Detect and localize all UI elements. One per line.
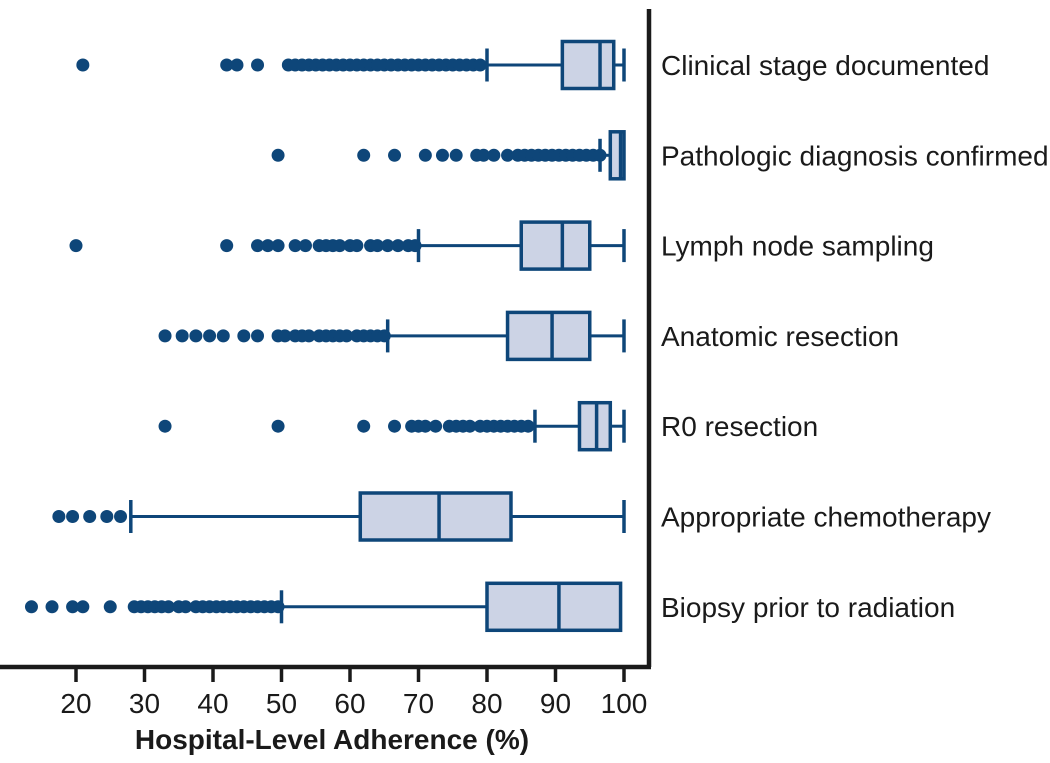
outlier-dot [76,58,90,72]
outlier-dot [333,239,347,253]
box-row: Pathologic diagnosis confirmed [271,130,1049,181]
outlier-dot [251,329,265,343]
outlier-dot [521,419,535,433]
category-label: Lymph node sampling [661,231,934,262]
outlier-dot [435,148,449,162]
iqr-box [358,491,513,542]
outlier-dot [251,239,265,253]
outlier-dot [391,239,405,253]
outlier-dot [251,58,265,72]
iqr-box [560,39,616,91]
box-rows: Clinical stage documented Pathologic diag… [24,39,1049,633]
outlier-dot [158,329,172,343]
box-row: Biopsy prior to radiation [24,581,955,633]
outlier-dot [76,600,90,614]
outlier-dot [103,600,117,614]
x-tick-label: 30 [129,688,160,719]
outlier-dot [302,329,316,343]
outlier-dot [69,239,83,253]
outlier-dot [271,600,285,614]
outlier-dot [189,329,203,343]
outlier-dot [381,239,395,253]
x-tick-label: 50 [266,688,297,719]
outlier-dot [216,329,230,343]
outlier-dot [230,58,244,72]
outlier-dot [418,148,432,162]
outlier-dot [158,419,172,433]
outlier-dot [298,239,312,253]
outlier-dot [370,239,384,253]
axes: 20 30 40 50 60 70 80 90 100 [0,9,652,719]
outlier-dot [161,600,175,614]
outlier-dot [429,419,443,433]
category-label: R0 resection [661,411,818,442]
outlier-dot [357,148,371,162]
outlier-dot [463,419,477,433]
outlier-dot [271,419,285,433]
outlier-dot [24,600,38,614]
outlier-dot [357,419,371,433]
outlier-dot [220,58,234,72]
outlier-dot [593,148,607,162]
box-row: Lymph node sampling [69,220,934,271]
x-tick-label: 60 [334,688,365,719]
outlier-dot [377,329,391,343]
outlier-dot [271,239,285,253]
x-tick-label: 20 [60,688,91,719]
outlier-dot [350,239,364,253]
outlier-dot [66,600,80,614]
x-tick-label: 70 [403,688,434,719]
x-axis-title: Hospital-Level Adherence (%) [135,724,529,755]
outlier-dot [271,148,285,162]
outlier-dot [388,148,402,162]
x-tick-label: 40 [197,688,228,719]
outlier-dot [237,329,251,343]
box-row: Appropriate chemotherapy [52,491,991,542]
outlier-dot [487,148,501,162]
outlier-dot [501,148,515,162]
box-row: Clinical stage documented [76,39,989,91]
outlier-dot [179,600,193,614]
iqr-box [485,581,623,633]
iqr-box [505,310,592,362]
outlier-dot [340,329,354,343]
outlier-dot [473,58,487,72]
outlier-dot [45,600,59,614]
category-label: Pathologic diagnosis confirmed [661,140,1049,171]
outlier-dot [100,510,114,523]
box-row: R0 resection [158,400,818,452]
outlier-dot [408,239,422,253]
category-label: Clinical stage documented [661,50,989,81]
outlier-dot [388,419,402,433]
outlier-dot [175,329,189,343]
outlier-dot [203,329,217,343]
outlier-dot [449,148,463,162]
category-label: Biopsy prior to radiation [661,592,955,623]
box-row: Anatomic resection [158,310,899,362]
outlier-dot [52,510,66,523]
category-label: Appropriate chemotherapy [661,502,991,533]
outlier-dot [261,239,275,253]
iqr-box [519,220,592,271]
outlier-dot [278,329,292,343]
x-tick-label: 80 [471,688,502,719]
x-tick-label: 100 [601,688,648,719]
outlier-dot [418,419,432,433]
category-label: Anatomic resection [661,321,899,352]
x-tick-label: 90 [540,688,571,719]
outlier-dot [114,510,128,523]
outlier-dot [477,148,491,162]
outlier-dot [83,510,97,523]
outlier-dot [220,239,234,253]
outlier-dot [66,510,80,523]
outlier-dot [288,239,302,253]
